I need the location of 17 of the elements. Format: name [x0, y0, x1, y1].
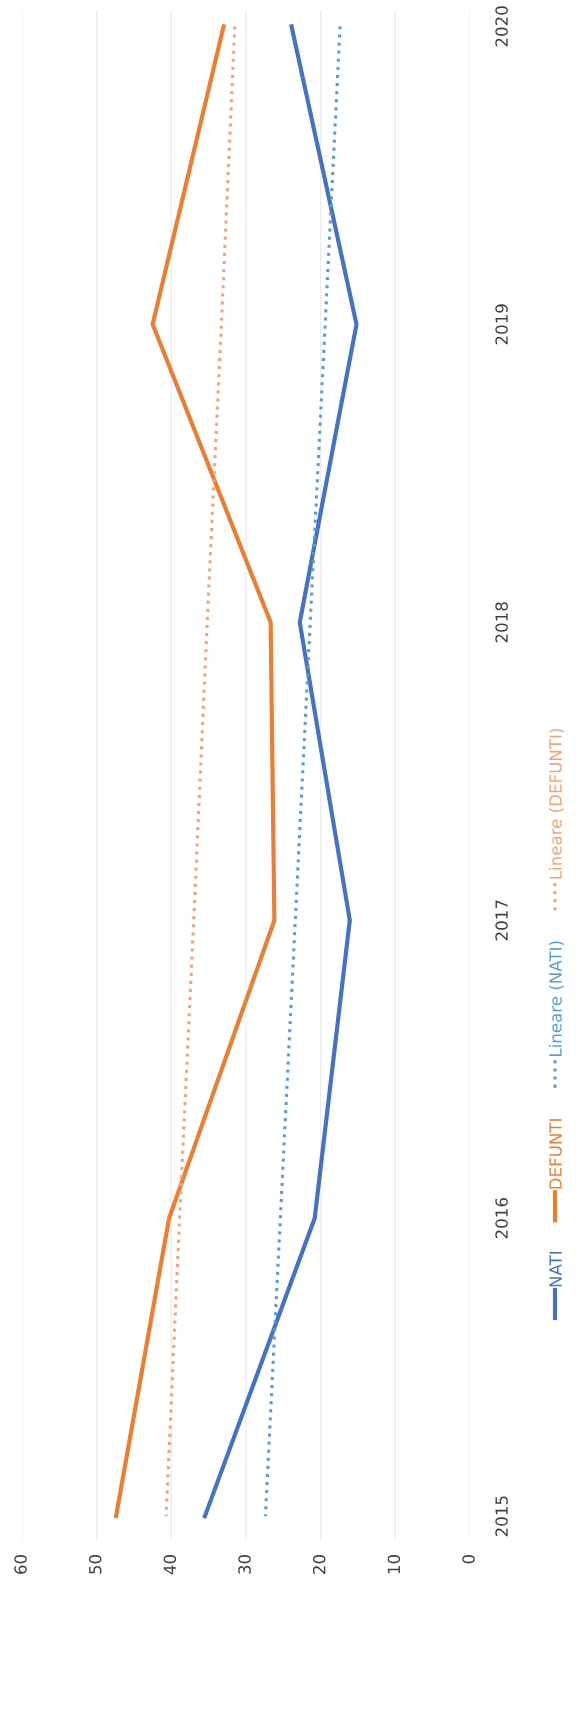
y-tick-label: 2020: [495, 6, 508, 47]
x-tick-label: 40: [163, 1555, 177, 1575]
text: NATI: [549, 1251, 562, 1287]
x-tick-label: 60: [14, 1555, 27, 1574]
x-tick-label: 0: [462, 1555, 475, 1564]
x-tick-label: 10: [387, 1555, 401, 1574]
x-tick-label: 50: [88, 1555, 102, 1574]
y-tick-label: 2019: [495, 304, 508, 345]
text: Lineare (DEFUNTI): [548, 728, 564, 879]
text: Lineare (NATI): [548, 941, 564, 1056]
y-tick-label: 2016: [495, 1198, 508, 1239]
y-tick-label: 2017: [495, 900, 508, 941]
text: DEFUNTI: [549, 1119, 562, 1189]
y-tick-label: 2015: [495, 1496, 508, 1537]
y-tick-label: 2018: [495, 602, 508, 643]
x-tick-label: 20: [312, 1555, 326, 1574]
x-tick-label: 30: [238, 1555, 251, 1574]
